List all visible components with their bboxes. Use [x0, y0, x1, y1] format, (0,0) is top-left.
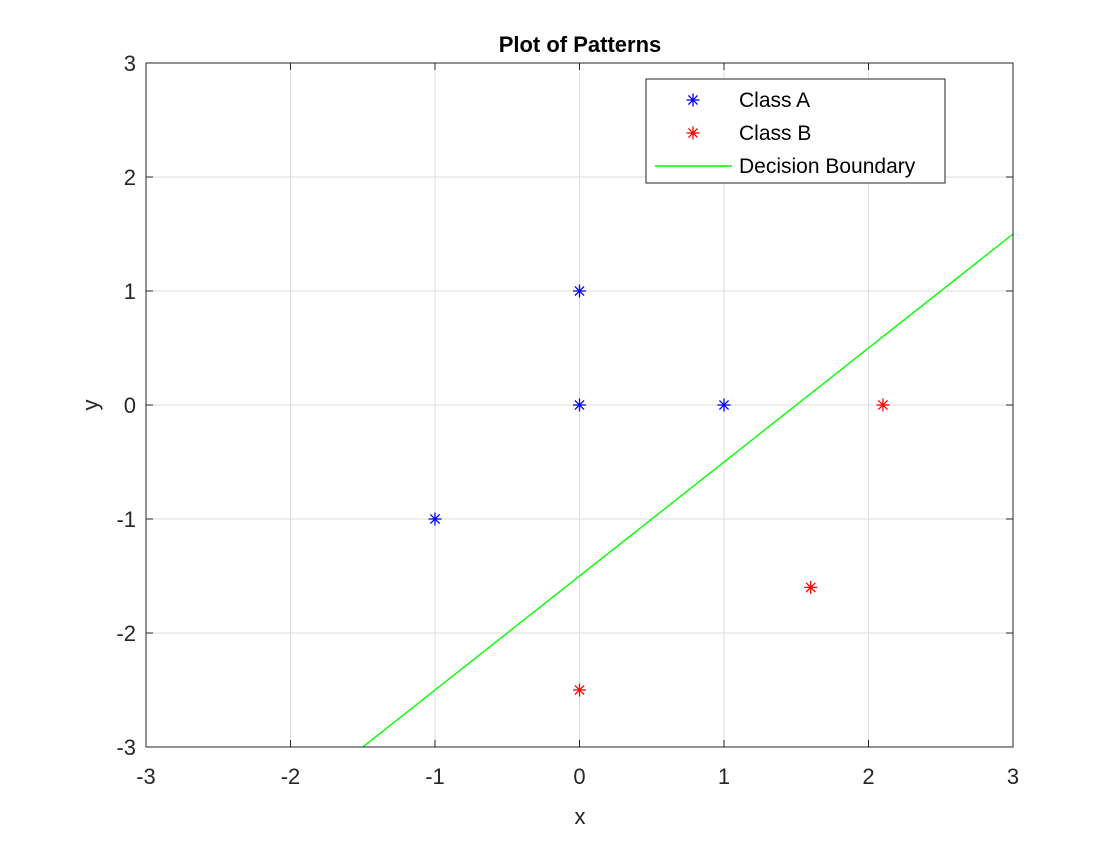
- x-tick-label: 1: [718, 764, 730, 789]
- ticks: -3 -2 -1 0 1 2 3 -3 -2 -1 0 1 2 3: [116, 51, 1019, 789]
- y-tick-label: 2: [124, 165, 136, 190]
- y-tick-label: -3: [116, 735, 136, 760]
- x-tick-label: 2: [862, 764, 874, 789]
- lines: [362, 233, 1014, 748]
- x-tick-label: 0: [573, 764, 585, 789]
- x-axis-label: x: [575, 804, 586, 829]
- x-tick-label: -3: [136, 764, 156, 789]
- y-tick-label: 3: [124, 51, 136, 76]
- legend: Class A Class B Decision Boundary: [645, 78, 946, 184]
- chart-title: Plot of Patterns: [499, 32, 662, 57]
- class-a-point: [573, 284, 586, 298]
- legend-label-class-a: Class A: [739, 89, 810, 112]
- legend-label-decision-boundary: Decision Boundary: [739, 155, 916, 178]
- class-a-point: [573, 398, 586, 412]
- legend-swatch-class-a: [686, 93, 700, 107]
- class-a-point: [428, 512, 442, 526]
- x-tick-label: -2: [281, 764, 301, 789]
- class-a-point: [717, 398, 731, 412]
- legend-label-class-b: Class B: [739, 122, 811, 145]
- markers: [428, 284, 890, 697]
- y-tick-label: 0: [124, 393, 136, 418]
- legend-swatch-class-b: [686, 126, 700, 140]
- y-tick-label: 1: [124, 279, 136, 304]
- class-b-point: [876, 398, 890, 412]
- y-tick-label: -2: [116, 621, 136, 646]
- x-tick-label: 3: [1007, 764, 1019, 789]
- y-tick-label: -1: [116, 507, 136, 532]
- decision-boundary-line: [362, 233, 1014, 748]
- class-b-point: [804, 580, 818, 594]
- x-tick-label: -1: [425, 764, 445, 789]
- y-axis-label: y: [78, 400, 103, 411]
- class-b-point: [573, 683, 586, 697]
